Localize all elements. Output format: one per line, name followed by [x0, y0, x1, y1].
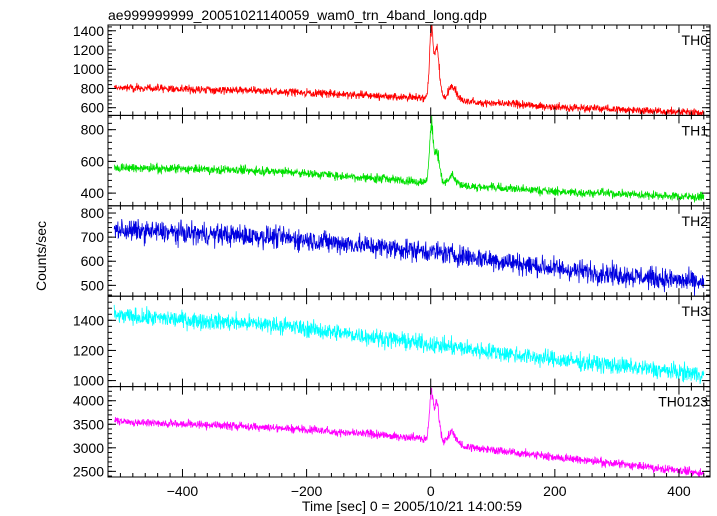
y-tick-label: 600 — [81, 100, 105, 116]
panel-frame — [107, 24, 711, 116]
x-axis: −400 −200 0 200 400 — [167, 483, 691, 499]
y-tick-label: 600 — [81, 153, 105, 169]
y-tick-label: 600 — [81, 253, 105, 269]
y-tick-label: 1000 — [73, 373, 104, 389]
y-tick-label: 800 — [81, 80, 105, 96]
series-th0 — [113, 25, 705, 116]
panel-th1: 400 600 800 TH1 — [81, 114, 711, 207]
series-th3 — [113, 304, 705, 385]
x-tick-label: 200 — [543, 483, 567, 499]
panel-label: TH0 — [682, 32, 709, 48]
series-th0123 — [114, 387, 705, 478]
x-tick-label: 0 — [427, 483, 435, 499]
panel-label: TH1 — [682, 122, 709, 138]
panel-label: TH2 — [682, 213, 709, 229]
y-tick-label: 3000 — [73, 440, 104, 456]
y-tick-label: 800 — [81, 122, 105, 138]
panel-th0123: 2500 3000 3500 4000 TH0123 — [73, 386, 711, 479]
panel-th2: 500 600 700 800 TH2 — [81, 205, 711, 297]
panel-label: TH3 — [682, 303, 709, 319]
y-tick-label: 400 — [81, 185, 105, 201]
x-tick-label: 400 — [667, 483, 691, 499]
x-tick-label: −200 — [291, 483, 323, 499]
series-th1 — [113, 115, 705, 203]
panel-label: TH0123 — [658, 394, 708, 410]
y-tick-label: 1400 — [73, 312, 104, 328]
y-tick-label: 2500 — [73, 463, 104, 479]
x-axis-label: Time [sec] 0 = 2005/10/21 14:00:59 — [302, 498, 522, 514]
y-axis-label: Counts/sec — [33, 221, 49, 291]
y-tick-label: 700 — [81, 229, 105, 245]
series-th2 — [113, 218, 705, 297]
y-tick-label: 500 — [81, 277, 105, 293]
panel-frame — [107, 386, 711, 478]
y-tick-label: 1400 — [73, 23, 104, 39]
panel-th0: 600 800 1000 1200 1400 TH0 — [73, 23, 711, 116]
y-tick-label: 800 — [81, 205, 105, 221]
y-tick-label: 3500 — [73, 416, 104, 432]
y-tick-label: 1000 — [73, 61, 104, 77]
y-tick-label: 4000 — [73, 393, 104, 409]
panel-th3: 1000 1200 1400 TH3 — [73, 295, 711, 389]
y-tick-label: 1200 — [73, 342, 104, 358]
panels-group: 600 800 1000 1200 1400 TH0 400 600 800 TH1 500 600 7… — [73, 23, 711, 479]
figure-title: ae999999999_20051021140059_wam0_trn_4ban… — [108, 7, 487, 23]
y-tick-label: 1200 — [73, 42, 104, 58]
x-tick-label: −400 — [167, 483, 199, 499]
